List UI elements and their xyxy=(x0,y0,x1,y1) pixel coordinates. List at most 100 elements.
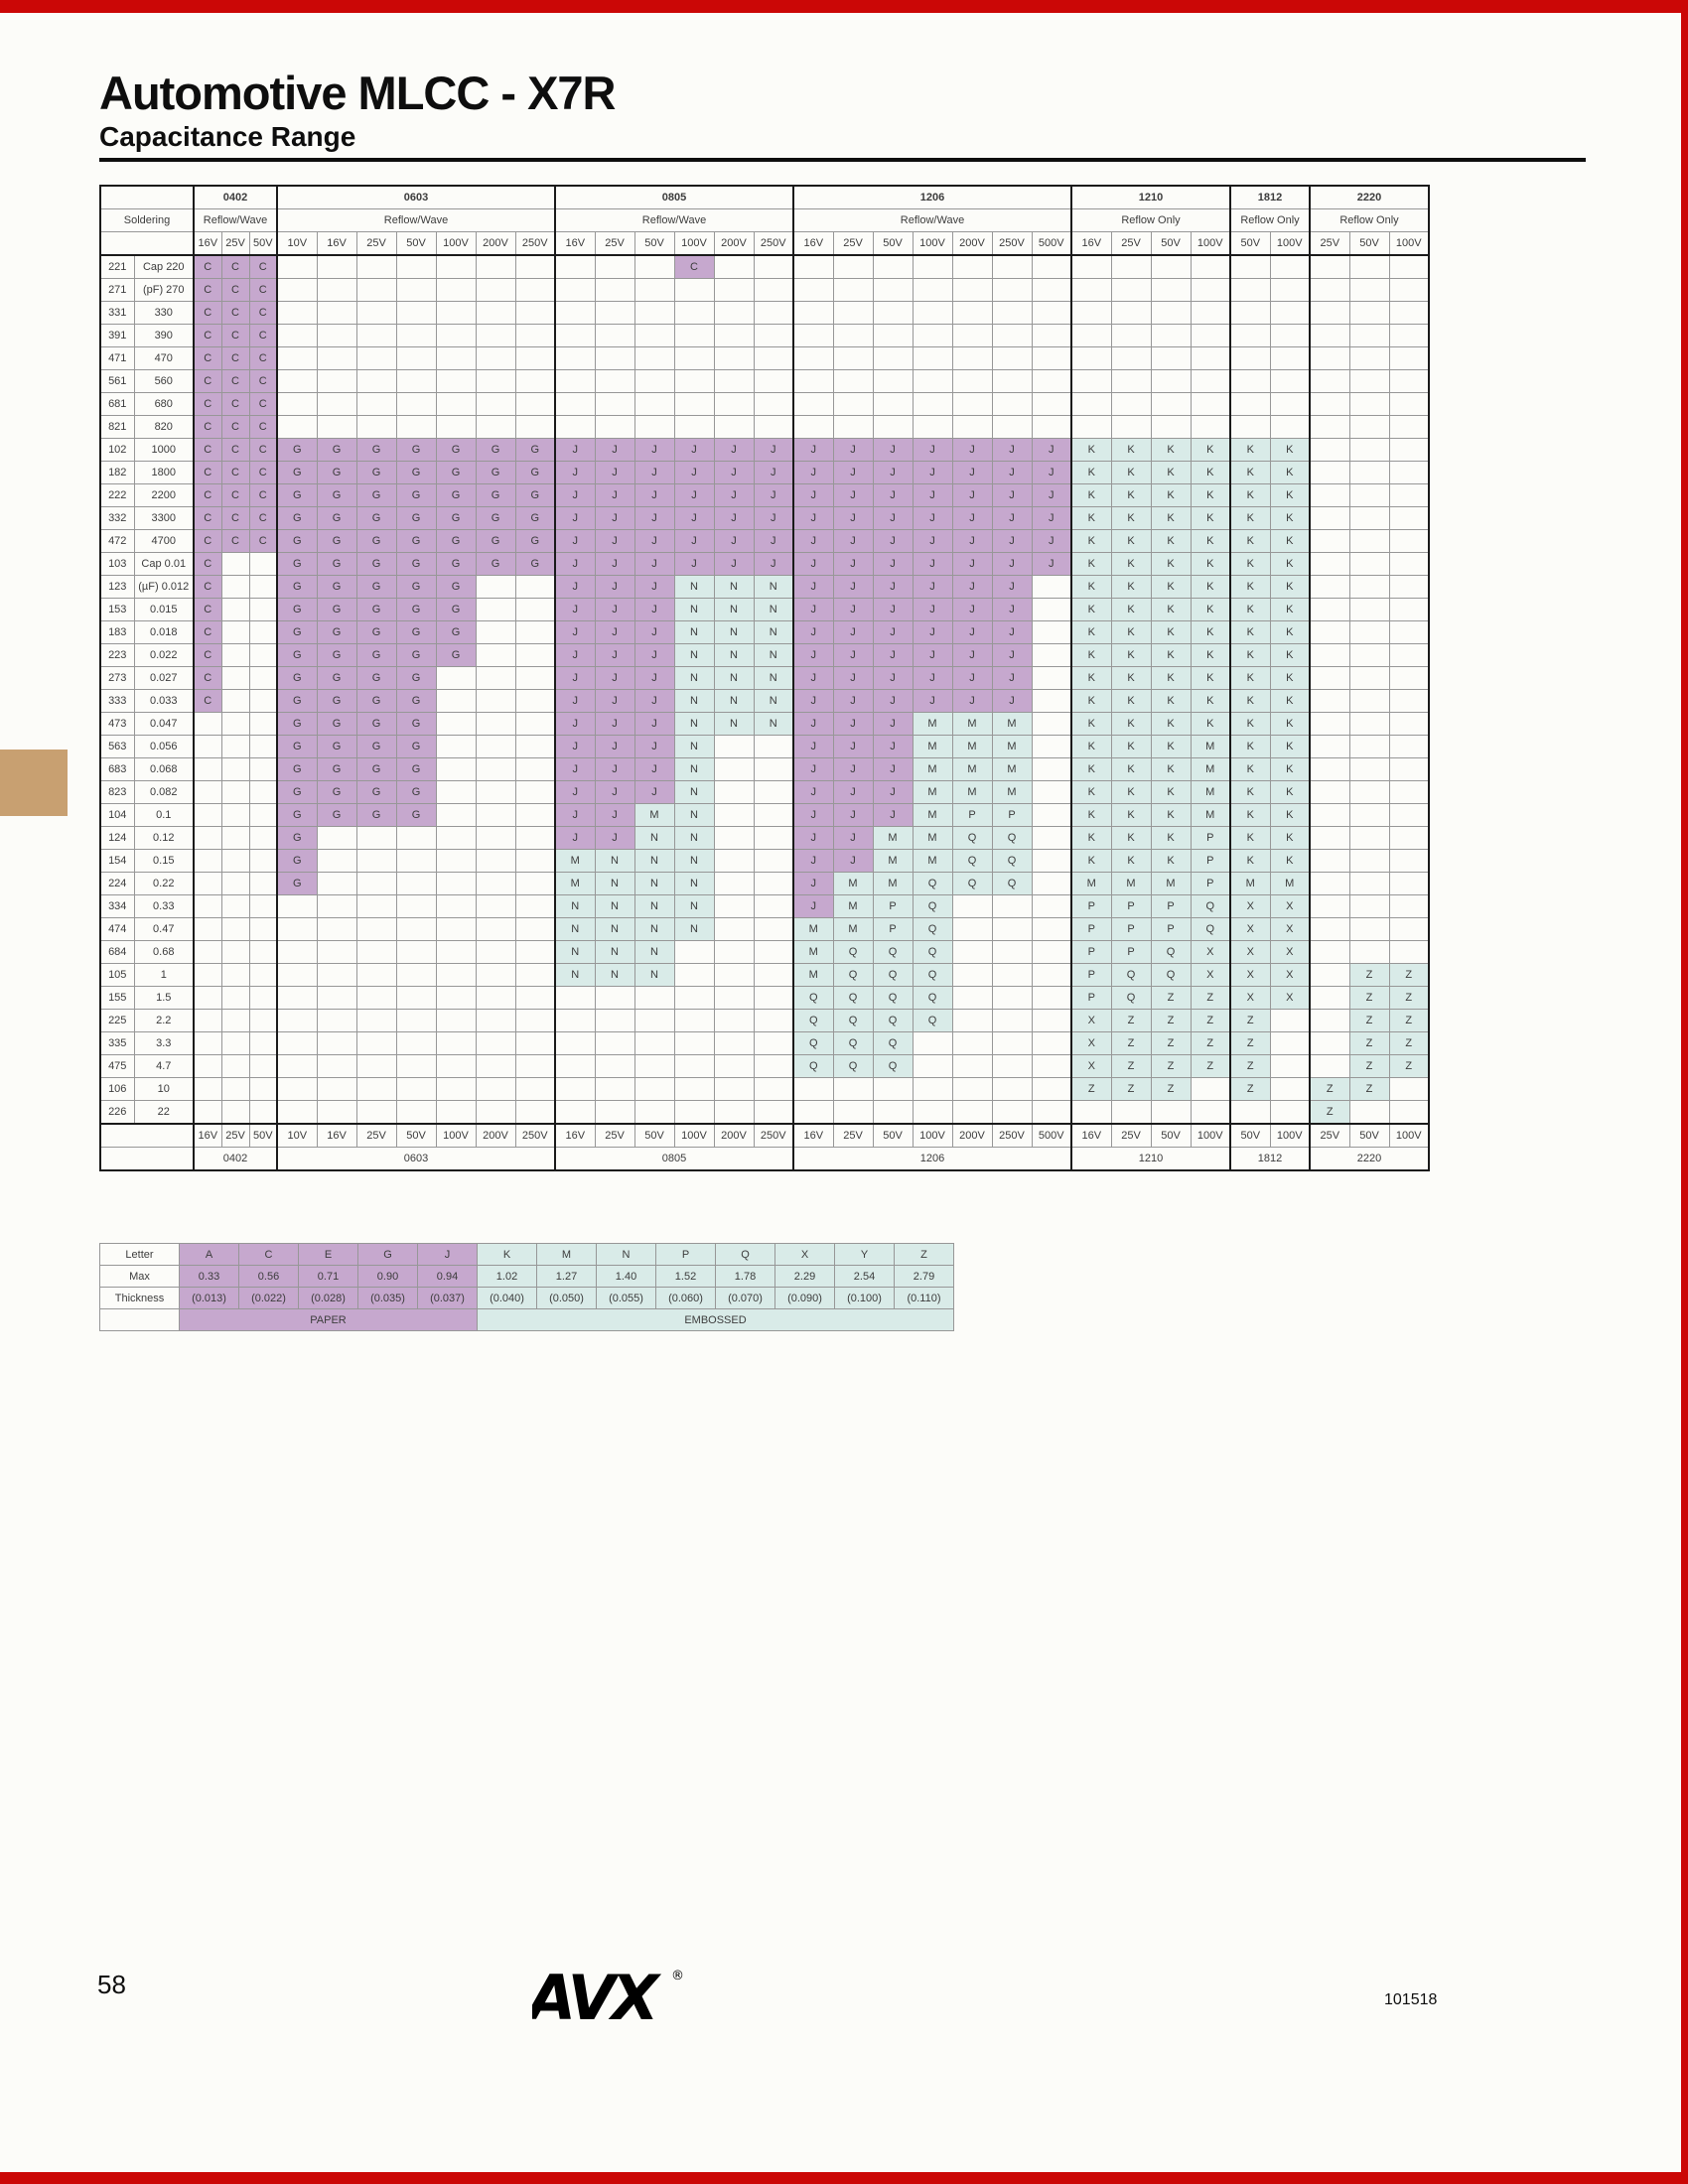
grid-cell xyxy=(872,392,914,416)
grid-cell xyxy=(1070,301,1112,325)
grid-cell: C xyxy=(248,483,278,507)
cap-code: 684 xyxy=(99,940,135,964)
grid-cell xyxy=(633,254,675,279)
grid-cell xyxy=(753,963,794,987)
grid-cell xyxy=(1309,712,1350,736)
grid-cell xyxy=(248,940,278,964)
cap-value: 560 xyxy=(133,369,195,393)
grid-cell xyxy=(435,666,477,690)
grid-cell: G xyxy=(276,849,318,873)
grid-cell: K xyxy=(1269,780,1311,804)
grid-cell: J xyxy=(594,643,635,667)
grid-cell xyxy=(1190,301,1231,325)
grid-cell xyxy=(435,986,477,1010)
voltage-header: 25V xyxy=(1309,1123,1350,1148)
grid-cell xyxy=(435,757,477,781)
grid-cell xyxy=(753,415,794,439)
grid-cell xyxy=(1388,461,1430,484)
grid-cell xyxy=(1190,415,1231,439)
size-header-row: 0402 0603 0805 1206 1210 1812 2220 xyxy=(99,185,1430,209)
grid-cell xyxy=(475,986,516,1010)
grid-cell xyxy=(991,917,1033,941)
grid-cell: J xyxy=(554,506,596,530)
grid-cell: M xyxy=(554,849,596,873)
cap-value: 0.047 xyxy=(133,712,195,736)
grid-cell xyxy=(951,324,993,347)
grid-cell xyxy=(594,1100,635,1125)
grid-cell xyxy=(248,963,278,987)
grid-cell: Q xyxy=(991,872,1033,895)
grid-cell xyxy=(1348,803,1390,827)
legend-letter: K xyxy=(477,1243,537,1266)
grid-cell xyxy=(248,1031,278,1055)
grid-cell xyxy=(1388,346,1430,370)
grid-cell xyxy=(220,598,250,621)
legend-letter: P xyxy=(655,1243,716,1266)
grid-cell xyxy=(1031,301,1072,325)
grid-cell: P xyxy=(1070,963,1112,987)
grid-cell xyxy=(475,392,516,416)
grid-cell xyxy=(220,1031,250,1055)
grid-cell xyxy=(1031,369,1072,393)
grid-cell: C xyxy=(193,529,222,553)
grid-cell xyxy=(991,986,1033,1010)
grid-cell: N xyxy=(673,598,715,621)
grid-cell: K xyxy=(1190,529,1231,553)
grid-cell: N xyxy=(554,894,596,918)
grid-cell: M xyxy=(991,735,1033,758)
grid-cell: G xyxy=(395,529,437,553)
grid-cell: J xyxy=(633,529,675,553)
grid-cell xyxy=(475,849,516,873)
voltage-header: 16V xyxy=(1070,1123,1112,1148)
grid-cell xyxy=(554,324,596,347)
grid-cell xyxy=(753,301,794,325)
grid-cell: K xyxy=(1070,735,1112,758)
grid-cell: C xyxy=(248,415,278,439)
grid-cell: J xyxy=(991,483,1033,507)
grid-cell: C xyxy=(193,301,222,325)
grid-cell: G xyxy=(355,506,397,530)
grid-cell: G xyxy=(475,529,516,553)
grid-cell: G xyxy=(276,780,318,804)
grid-cell: Q xyxy=(912,917,953,941)
cap-value: 0.015 xyxy=(133,598,195,621)
grid-cell xyxy=(1309,620,1350,644)
grid-cell xyxy=(435,712,477,736)
grid-cell: Z xyxy=(1110,1054,1152,1078)
grid-cell xyxy=(1031,392,1072,416)
grid-cell: N xyxy=(633,963,675,987)
grid-cell xyxy=(1388,940,1430,964)
grid-cell xyxy=(832,254,874,279)
soldering-type: Reflow/Wave xyxy=(276,208,556,232)
grid-cell: K xyxy=(1229,620,1271,644)
grid-cell: K xyxy=(1269,506,1311,530)
grid-cell: M xyxy=(792,963,834,987)
grid-cell xyxy=(1388,392,1430,416)
grid-cell: J xyxy=(912,483,953,507)
grid-cell: J xyxy=(594,803,635,827)
grid-cell: J xyxy=(912,461,953,484)
grid-cell: J xyxy=(792,803,834,827)
grid-cell xyxy=(1348,620,1390,644)
grid-cell: N xyxy=(633,917,675,941)
grid-cell: Q xyxy=(912,894,953,918)
grid-cell: K xyxy=(1110,689,1152,713)
grid-cell: Q xyxy=(951,849,993,873)
grid-cell xyxy=(832,392,874,416)
grid-cell xyxy=(1031,324,1072,347)
grid-cell: Z xyxy=(1348,986,1390,1010)
grid-cell: J xyxy=(951,461,993,484)
grid-cell xyxy=(554,1054,596,1078)
voltage-header: 50V xyxy=(633,231,675,256)
grid-cell xyxy=(1388,598,1430,621)
grid-cell xyxy=(316,1031,357,1055)
grid-cell xyxy=(633,1009,675,1032)
grid-cell xyxy=(435,940,477,964)
grid-cell xyxy=(872,346,914,370)
grid-cell xyxy=(713,757,755,781)
grid-cell: C xyxy=(193,369,222,393)
grid-cell: J xyxy=(912,666,953,690)
grid-cell xyxy=(248,986,278,1010)
grid-cell: Z xyxy=(1150,1009,1192,1032)
grid-cell xyxy=(1190,1100,1231,1125)
